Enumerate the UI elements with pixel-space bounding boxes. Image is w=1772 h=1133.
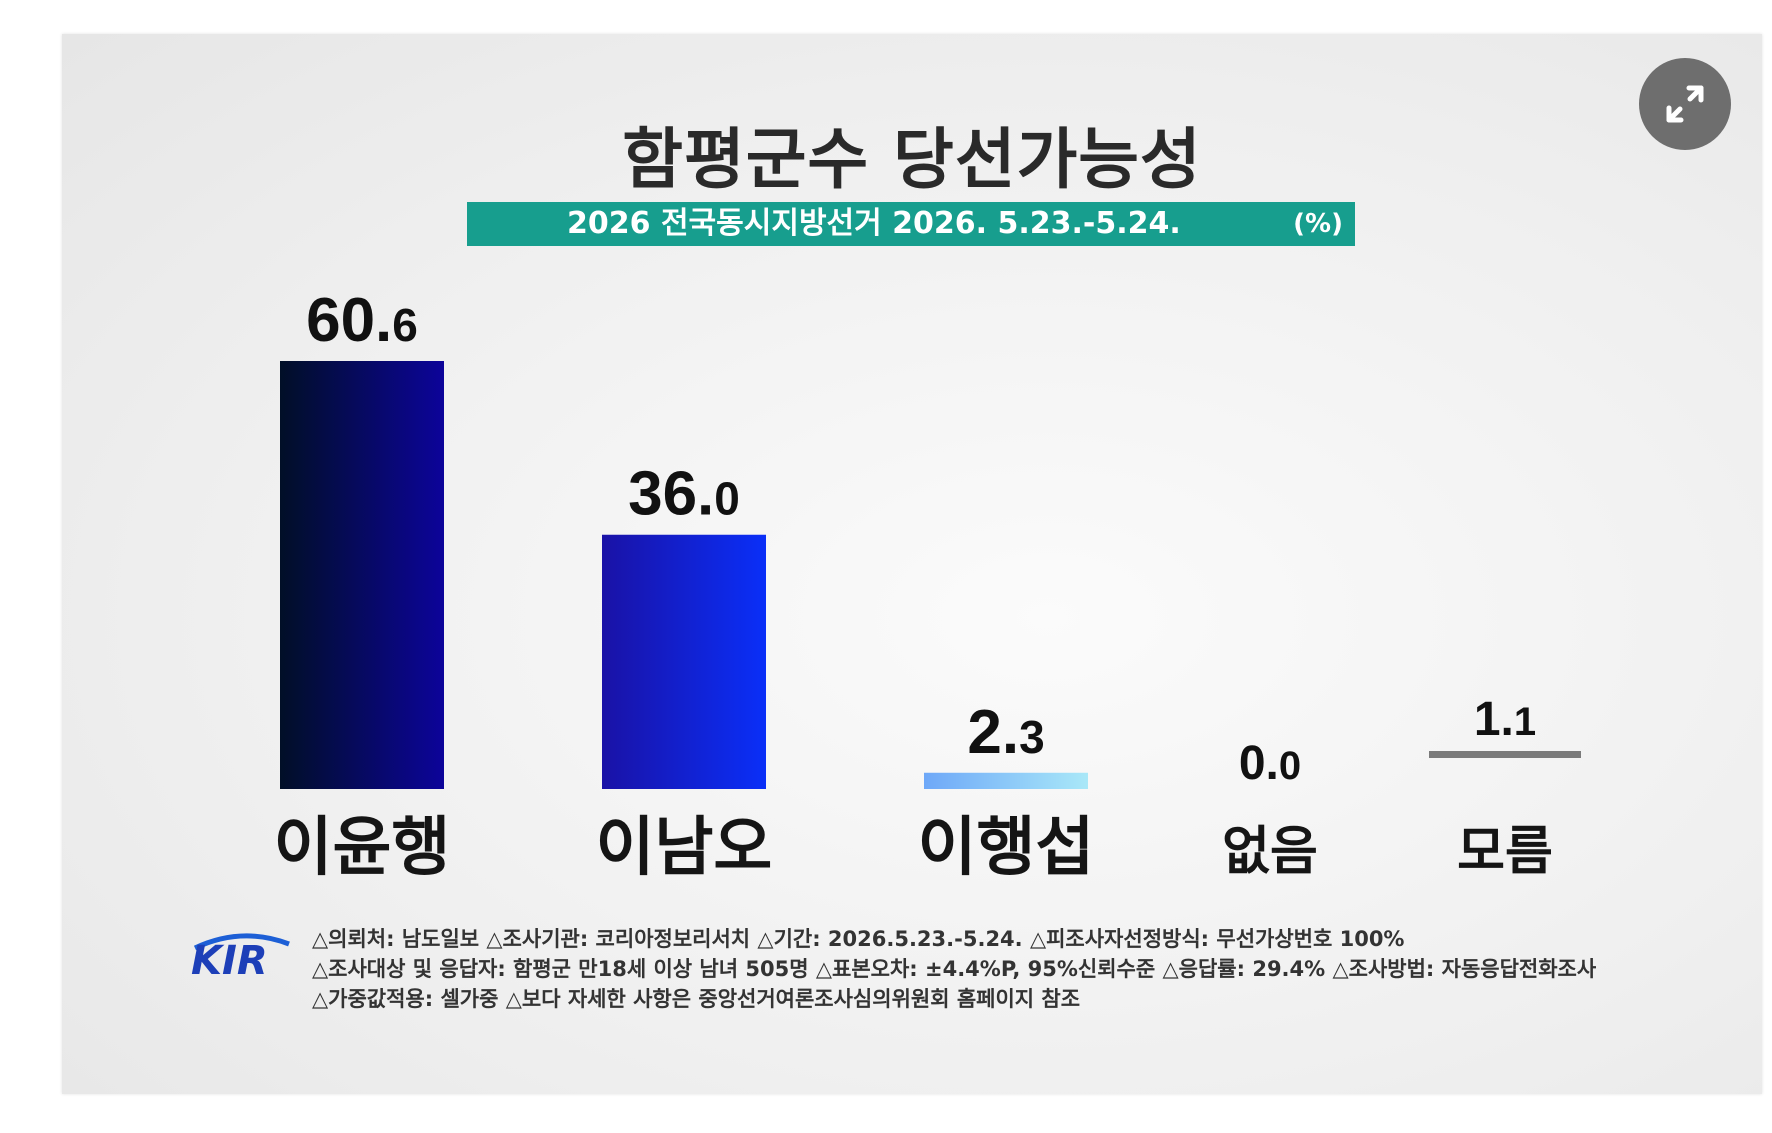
subtitle-text: 2026 전국동시지방선거 2026. 5.23.-5.24. — [567, 206, 1181, 241]
bar-0 — [280, 361, 444, 789]
chart-card: 함평군수 당선가능성 2026 전국동시지방선거 2026. 5.23.-5.2… — [62, 34, 1762, 1094]
value-label: 0.0 — [1239, 737, 1301, 790]
kir-logo-text: KIR — [191, 938, 268, 980]
footer-line: △조사대상 및 응답자: 함평군 만18세 이상 남녀 505명 △표본오차: … — [312, 957, 1597, 981]
category-label: 이행섭 — [918, 811, 1095, 885]
subtitle-banner: 2026 전국동시지방선거 2026. 5.23.-5.24. (%) — [467, 202, 1355, 246]
kir-logo: KIR — [191, 933, 290, 980]
bar-2 — [924, 772, 1088, 789]
category-label: 이윤행 — [274, 811, 451, 885]
value-label: 1.1 — [1474, 693, 1536, 746]
category-label: 이남오 — [596, 811, 773, 885]
category-label: 없음 — [1222, 822, 1318, 882]
value-label: 36.0 — [628, 460, 740, 529]
bar-4 — [1429, 751, 1581, 758]
footer-line: △의뢰처: 남도일보 △조사기관: 코리아정보리서치 △기간: 2026.5.2… — [312, 927, 1405, 951]
expand-arrows-icon — [1666, 85, 1704, 123]
chart-title: 함평군수 당선가능성 — [622, 121, 1202, 198]
footer-line: △가중값적용: 셀가중 △보다 자세한 사항은 중앙선거여론조사심의위원회 홈페… — [312, 987, 1081, 1011]
bar-1 — [602, 534, 766, 789]
value-label: 60.6 — [306, 286, 418, 355]
bar-chart: 60.6 이윤행 36.0 이남오 2.3 이행섭 0.0 없음 1.1 모름 — [274, 286, 1581, 885]
footer-notes: △의뢰처: 남도일보 △조사기관: 코리아정보리서치 △기간: 2026.5.2… — [312, 924, 1732, 1014]
unit-label: (%) — [1293, 209, 1343, 239]
category-label: 모름 — [1457, 822, 1553, 882]
expand-button[interactable] — [1639, 58, 1731, 150]
value-label: 2.3 — [967, 698, 1044, 767]
